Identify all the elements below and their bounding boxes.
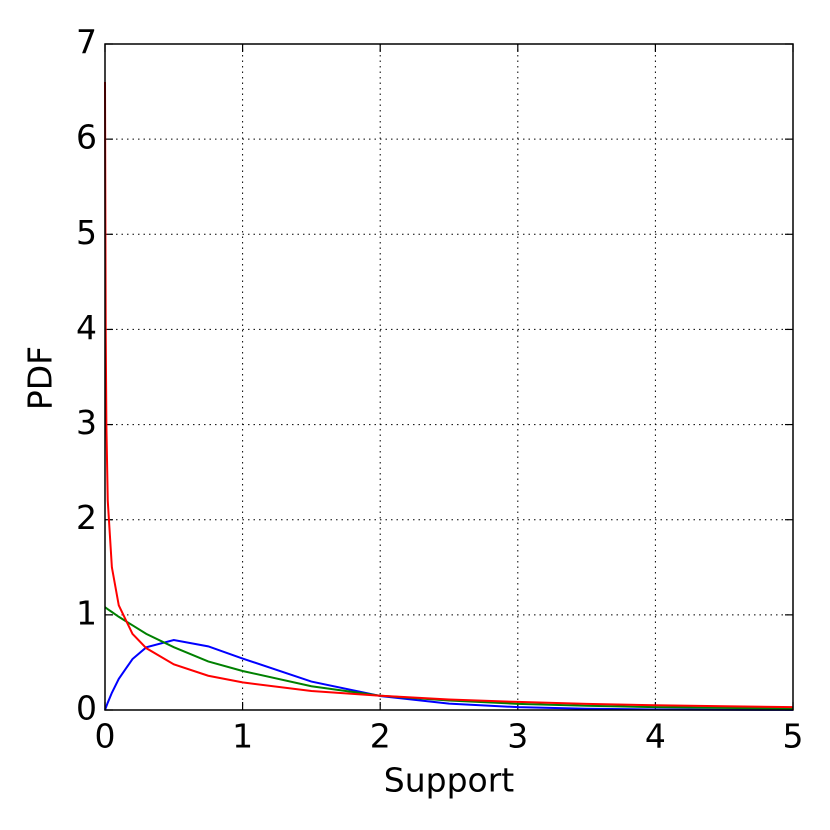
y-axis-label: PDF bbox=[21, 346, 60, 410]
x-axis-label: Support bbox=[384, 761, 515, 800]
y-tick-label: 4 bbox=[76, 308, 97, 347]
y-tick-label: 7 bbox=[76, 23, 97, 62]
x-tick-label: 2 bbox=[370, 717, 391, 756]
x-tick-label: 3 bbox=[507, 717, 528, 756]
series-line bbox=[104, 82, 794, 709]
y-tick-label: 6 bbox=[76, 118, 97, 157]
y-tick-label: 3 bbox=[76, 403, 97, 442]
series-line bbox=[104, 638, 794, 711]
x-tick-label: 1 bbox=[232, 717, 253, 756]
x-tick-label: 4 bbox=[645, 717, 666, 756]
series-line bbox=[104, 606, 794, 710]
y-tick-label: 5 bbox=[76, 213, 97, 252]
y-tick-label: 0 bbox=[76, 689, 97, 728]
x-tick-label: 0 bbox=[95, 717, 116, 756]
plot-frame bbox=[104, 43, 794, 711]
y-tick-label: 2 bbox=[76, 498, 97, 537]
x-tick-label: 5 bbox=[783, 717, 804, 756]
y-tick-label: 1 bbox=[76, 593, 97, 632]
